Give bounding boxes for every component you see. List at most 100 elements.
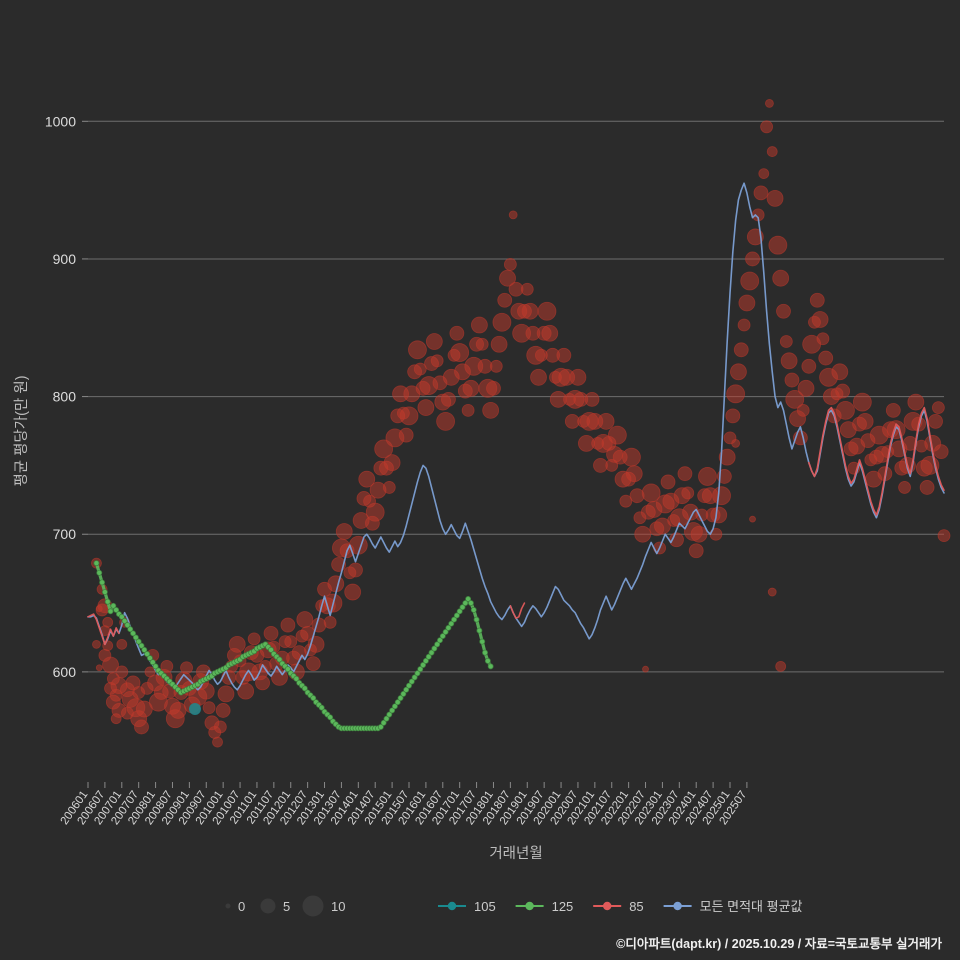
data-bubble[interactable]	[450, 343, 470, 362]
data-bubble[interactable]	[237, 682, 255, 700]
data-bubble[interactable]	[796, 403, 810, 417]
series-line-85[interactable]	[509, 602, 526, 619]
data-bubble[interactable]	[768, 235, 788, 255]
data-bubble[interactable]	[760, 120, 774, 134]
data-bubble[interactable]	[263, 625, 279, 641]
data-bubble[interactable]	[490, 335, 508, 353]
data-bubble[interactable]	[492, 312, 512, 332]
data-bubble[interactable]	[856, 412, 874, 430]
data-bubble[interactable]	[449, 325, 465, 341]
data-bubble[interactable]	[733, 342, 749, 358]
data-bubble[interactable]	[569, 368, 587, 386]
legend-series-marker[interactable]	[673, 901, 682, 911]
data-bubble[interactable]	[399, 406, 419, 426]
data-bubble[interactable]	[745, 251, 760, 267]
data-bubble[interactable]	[344, 583, 362, 601]
data-bubble[interactable]	[486, 380, 501, 396]
data-bubble[interactable]	[92, 639, 101, 649]
data-bubble[interactable]	[779, 335, 793, 348]
data-bubble[interactable]	[425, 333, 443, 350]
data-bubble[interactable]	[202, 701, 216, 715]
data-bubble[interactable]	[521, 302, 539, 320]
data-bubble[interactable]	[625, 465, 643, 483]
data-bubble[interactable]	[753, 185, 769, 201]
data-bubble[interactable]	[898, 481, 911, 494]
data-bubble[interactable]	[327, 575, 345, 593]
data-bubble[interactable]	[413, 362, 427, 376]
data-bubble[interactable]	[197, 682, 215, 700]
data-bubble[interactable]	[160, 659, 174, 673]
data-bubble[interactable]	[835, 383, 851, 399]
data-bubble[interactable]	[436, 411, 456, 431]
data-bubble[interactable]	[809, 292, 825, 308]
data-bubble[interactable]	[831, 363, 849, 381]
data-bubble[interactable]	[931, 401, 945, 415]
data-bubble[interactable]	[758, 168, 770, 180]
data-bubble[interactable]	[102, 656, 119, 674]
data-bubble[interactable]	[417, 399, 435, 417]
data-bubble[interactable]	[520, 282, 534, 296]
data-bubble[interactable]	[408, 340, 427, 360]
series-line-85[interactable]	[808, 406, 945, 516]
data-bubble[interactable]	[584, 391, 600, 407]
data-bubble[interactable]	[213, 720, 227, 734]
data-bubble[interactable]	[775, 660, 787, 672]
data-bubble[interactable]	[801, 358, 817, 374]
data-bubble[interactable]	[305, 656, 321, 672]
data-bubble[interactable]	[619, 494, 633, 508]
data-bubble[interactable]	[497, 292, 513, 308]
data-bubble[interactable]	[660, 474, 676, 490]
data-bubble[interactable]	[852, 392, 872, 412]
data-bubble[interactable]	[503, 258, 517, 271]
data-bubble[interactable]	[712, 486, 731, 506]
data-bubble[interactable]	[749, 515, 756, 523]
data-bubble[interactable]	[358, 470, 376, 488]
data-bubble[interactable]	[335, 523, 353, 540]
data-bubble[interactable]	[508, 210, 518, 220]
data-bubble[interactable]	[698, 467, 717, 486]
data-bubble[interactable]	[430, 354, 444, 368]
data-bubble[interactable]	[461, 403, 475, 417]
data-bubble[interactable]	[622, 447, 641, 467]
data-bubble[interactable]	[765, 99, 774, 108]
data-bubble[interactable]	[441, 391, 456, 407]
legend-series-marker[interactable]	[603, 901, 612, 911]
data-bubble[interactable]	[766, 146, 778, 157]
data-bubble[interactable]	[169, 702, 187, 719]
data-bubble[interactable]	[541, 324, 559, 342]
data-bubble[interactable]	[725, 408, 741, 424]
data-bubble[interactable]	[933, 444, 949, 460]
data-bubble[interactable]	[710, 506, 728, 524]
data-bubble[interactable]	[382, 481, 396, 494]
data-bubble[interactable]	[489, 359, 503, 373]
legend-series-label[interactable]: 125	[552, 899, 574, 914]
data-bubble[interactable]	[690, 525, 708, 543]
data-bubble[interactable]	[784, 372, 800, 388]
data-bubble[interactable]	[780, 352, 798, 370]
data-bubble[interactable]	[731, 438, 741, 448]
data-bubble[interactable]	[311, 617, 327, 633]
data-bubble[interactable]	[688, 543, 704, 559]
data-bubble[interactable]	[180, 661, 193, 675]
data-bubble[interactable]	[740, 271, 760, 291]
data-bubble[interactable]	[217, 685, 235, 703]
data-bubble[interactable]	[766, 189, 784, 207]
data-bubble[interactable]	[767, 587, 777, 597]
data-bubble[interactable]	[776, 303, 791, 319]
legend-series-label[interactable]: 85	[629, 899, 643, 914]
data-bubble[interactable]	[556, 347, 572, 363]
data-bubble[interactable]	[247, 632, 261, 646]
data-bubble[interactable]	[654, 517, 671, 535]
data-bubble[interactable]	[475, 337, 489, 351]
data-bubble[interactable]	[746, 228, 764, 246]
data-bubble[interactable]	[836, 400, 855, 420]
data-bubble[interactable]	[797, 379, 815, 397]
data-bubble[interactable]	[818, 350, 834, 366]
data-bubble[interactable]	[134, 719, 149, 735]
data-bubble[interactable]	[738, 294, 756, 312]
data-bubble[interactable]	[284, 635, 298, 648]
data-bubble[interactable]	[785, 389, 805, 409]
data-bubble[interactable]	[499, 269, 516, 287]
data-bubble[interactable]	[885, 402, 901, 418]
legend-series-label[interactable]: 105	[474, 899, 496, 914]
